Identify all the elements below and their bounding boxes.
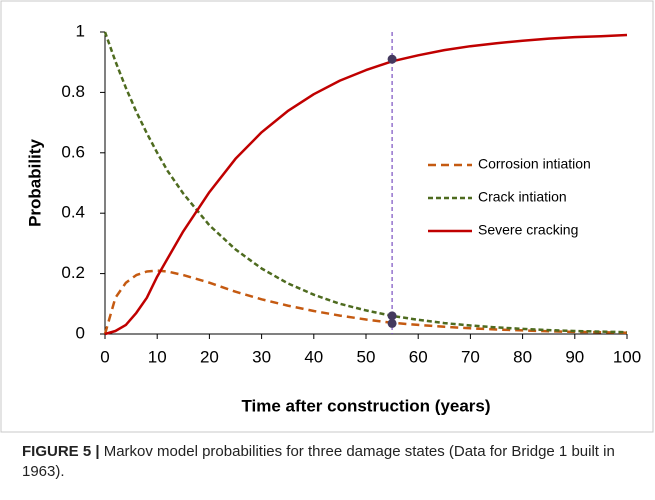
x-tick-label: 20 <box>200 347 219 366</box>
series-line <box>104 33 628 336</box>
x-tick-label: 50 <box>357 347 376 366</box>
x-tick-label: 80 <box>513 347 532 366</box>
caption-text: Markov model probabilities for three dam… <box>22 443 615 480</box>
y-tick-label: 0 <box>76 323 85 342</box>
y-tick-label: 0.2 <box>61 263 85 282</box>
legend-label: Crack intiation <box>478 189 567 205</box>
x-tick-label: 100 <box>613 347 641 366</box>
highlight-point <box>387 311 397 321</box>
x-tick-label: 40 <box>304 347 323 366</box>
highlight-point <box>387 318 397 328</box>
series-line <box>103 269 628 335</box>
y-tick-label: 0.8 <box>61 82 85 101</box>
legend-label: Corrosion intiation <box>478 156 591 172</box>
y-axis-title: Probability <box>25 139 44 227</box>
y-tick-label: 1 <box>76 21 85 40</box>
x-tick-label: 60 <box>409 347 428 366</box>
y-tick-label: 0.4 <box>61 203 85 222</box>
caption-label: FIGURE 5 | <box>22 443 100 460</box>
y-tick-label: 0.6 <box>61 142 85 161</box>
x-tick-label: 70 <box>461 347 480 366</box>
highlight-point <box>387 54 397 64</box>
series-line <box>103 31 628 334</box>
x-tick-label: 30 <box>252 347 271 366</box>
frame <box>0 0 654 433</box>
x-tick-label: 0 <box>100 347 109 366</box>
caption: FIGURE 5 | Markov model probabilities fo… <box>22 442 622 482</box>
x-tick-label: 10 <box>148 347 167 366</box>
legend-label: Severe cracking <box>478 222 578 238</box>
x-axis-title: Time after construction (years) <box>241 396 490 415</box>
x-tick-label: 90 <box>565 347 584 366</box>
